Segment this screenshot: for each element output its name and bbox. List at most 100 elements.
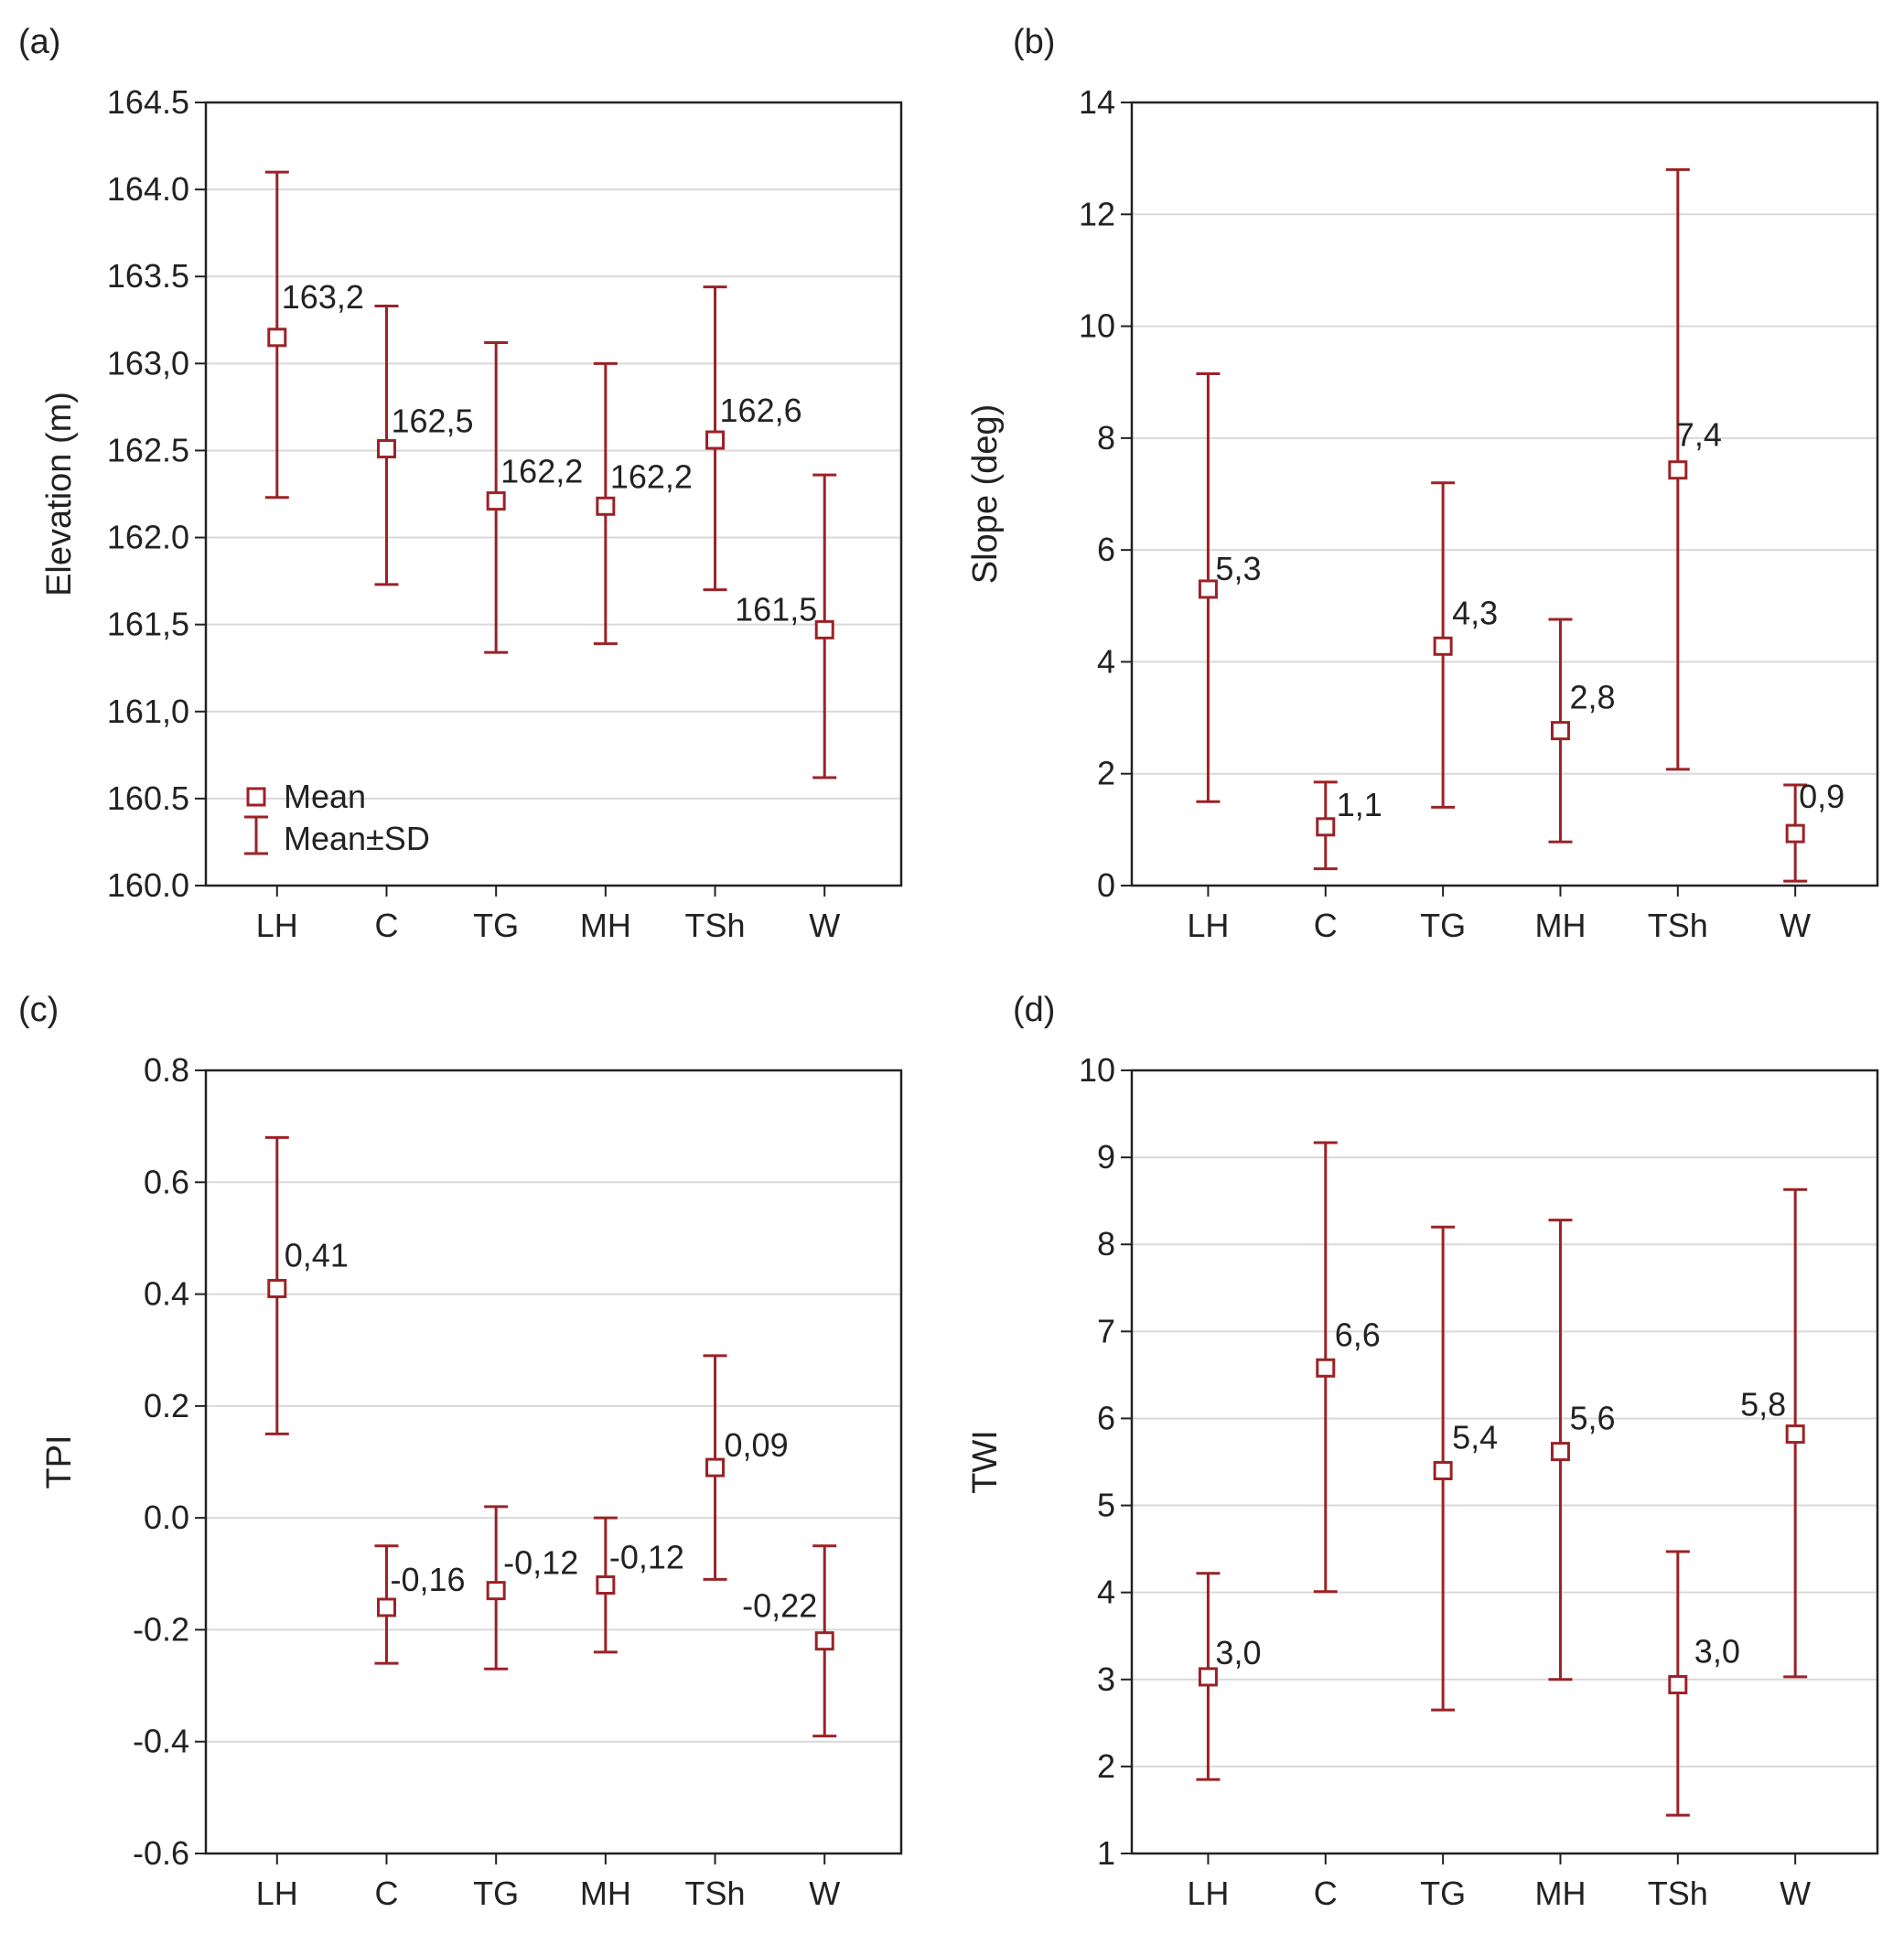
- y-tick-label: 162.0: [107, 519, 189, 556]
- mean-marker: [705, 1457, 726, 1477]
- y-tick-label: 6: [1097, 531, 1115, 568]
- x-tick-label: MH: [580, 907, 631, 944]
- x-tick-label: C: [374, 907, 398, 944]
- plot-frame: [204, 1069, 903, 1855]
- y-axis-title: TWI: [966, 1430, 1005, 1494]
- mean-marker: [267, 328, 287, 348]
- x-tick-label: TSh: [685, 1875, 746, 1912]
- y-tick-label: 8: [1097, 419, 1115, 457]
- mean-marker: [1550, 721, 1570, 741]
- mean-marker: [1198, 1667, 1218, 1687]
- value-label: 162,2: [610, 457, 693, 495]
- legend-sd-label: Mean±SD: [284, 820, 430, 857]
- legend-mean-marker: [246, 787, 266, 807]
- x-tick-label: LH: [256, 907, 298, 944]
- panel-label: (c): [18, 991, 59, 1029]
- mean-marker: [486, 1581, 506, 1601]
- x-tick-label: LH: [1187, 907, 1229, 944]
- value-label: 1,1: [1337, 786, 1382, 823]
- mean-marker: [1316, 817, 1336, 837]
- panel-label: (b): [1013, 23, 1055, 61]
- mean-marker: [814, 619, 834, 639]
- y-tick-label: 0.8: [144, 1051, 189, 1089]
- value-label: 163,2: [282, 278, 364, 316]
- y-tick-label: 9: [1097, 1138, 1115, 1176]
- mean-marker: [486, 491, 506, 511]
- y-tick-label: 164.0: [107, 170, 189, 208]
- x-tick-label: C: [374, 1875, 398, 1912]
- plot-frame: [1130, 1069, 1879, 1855]
- value-label: -0,22: [742, 1587, 817, 1625]
- value-label: 3,0: [1215, 1634, 1261, 1671]
- mean-marker: [1550, 1442, 1570, 1462]
- y-tick-label: 2: [1097, 1747, 1115, 1785]
- value-label: 162,2: [500, 453, 583, 490]
- x-tick-label: TSh: [685, 907, 746, 944]
- value-label: 162,6: [720, 392, 802, 429]
- y-tick-label: -0.4: [133, 1723, 189, 1760]
- y-tick-label: 0.4: [144, 1275, 189, 1313]
- x-tick-label: LH: [256, 1875, 298, 1912]
- y-tick-label: 161,5: [107, 606, 189, 643]
- x-tick-label: W: [1780, 907, 1811, 944]
- y-tick-label: 160.5: [107, 779, 189, 817]
- x-tick-label: W: [1780, 1875, 1811, 1912]
- panel-label: (a): [18, 23, 60, 61]
- mean-marker: [1433, 636, 1453, 656]
- mean-marker: [596, 1575, 616, 1596]
- y-axis-title: TPI: [40, 1434, 79, 1488]
- y-tick-label: 7: [1097, 1312, 1115, 1349]
- value-label: 0,41: [285, 1236, 349, 1273]
- y-tick-label: 6: [1097, 1399, 1115, 1436]
- x-tick-label: MH: [580, 1875, 631, 1912]
- x-tick-label: C: [1314, 1875, 1338, 1912]
- y-axis-title: Slope (deg): [966, 404, 1005, 584]
- y-tick-label: 8: [1097, 1225, 1115, 1262]
- value-label: 161,5: [735, 590, 817, 628]
- x-tick-label: W: [809, 907, 840, 944]
- y-tick-label: 10: [1079, 307, 1115, 345]
- value-label: 162,5: [391, 403, 473, 440]
- x-tick-label: TG: [1420, 907, 1466, 944]
- y-axis-title: Elevation (m): [40, 392, 79, 596]
- legend-mean-label: Mean: [284, 778, 366, 815]
- x-tick-label: LH: [1187, 1875, 1229, 1912]
- value-label: 5,6: [1569, 1400, 1615, 1437]
- mean-marker: [1198, 579, 1218, 599]
- value-label: 2,8: [1569, 679, 1615, 716]
- x-tick-label: C: [1314, 907, 1338, 944]
- y-tick-label: 0.6: [144, 1163, 189, 1200]
- y-tick-label: 10: [1079, 1051, 1115, 1089]
- y-tick-label: 0: [1097, 866, 1115, 904]
- chart-panel-b: 0 2 4 6 8 10 12 14 LH C TG MH TSh W Slope (deg) (b) 5,3 1…: [966, 23, 1879, 944]
- value-label: 3,0: [1694, 1632, 1740, 1670]
- value-label: 0,09: [725, 1426, 789, 1464]
- y-tick-label: -0.2: [133, 1610, 189, 1648]
- y-tick-label: 5: [1097, 1487, 1115, 1524]
- chart-panel-a: 160.0 160.5 161,0 161,5 162.0 162.5 163,0 163.5…: [18, 23, 903, 944]
- y-tick-label: 0.0: [144, 1499, 189, 1536]
- mean-marker: [705, 430, 726, 450]
- value-label: -0,12: [609, 1539, 684, 1576]
- mean-marker: [1316, 1358, 1336, 1378]
- mean-marker: [1785, 1424, 1805, 1445]
- plot-frame: [204, 101, 903, 887]
- mean-marker: [1668, 1674, 1688, 1694]
- value-label: -0,12: [503, 1544, 578, 1582]
- x-tick-label: TSh: [1648, 1875, 1708, 1912]
- legend: Mean Mean±SD: [244, 778, 430, 857]
- value-label: -0,16: [390, 1561, 465, 1598]
- value-label: 7,4: [1676, 416, 1722, 454]
- plot-frame: [1130, 101, 1879, 887]
- chart-panel-c: -0.6 -0.4 -0.2 0.0 0.2 0.4 0.6 0.8 LH C TG MH TSh W TP…: [18, 991, 903, 1912]
- y-tick-label: -0.6: [133, 1834, 189, 1872]
- panel-label: (d): [1013, 991, 1055, 1029]
- y-tick-label: 1: [1097, 1834, 1115, 1872]
- value-label: 5,8: [1740, 1386, 1786, 1424]
- mean-marker: [814, 1631, 834, 1651]
- value-label: 6,6: [1335, 1316, 1381, 1353]
- mean-marker: [1668, 460, 1688, 480]
- x-tick-label: TG: [473, 907, 519, 944]
- y-tick-label: 162.5: [107, 431, 189, 468]
